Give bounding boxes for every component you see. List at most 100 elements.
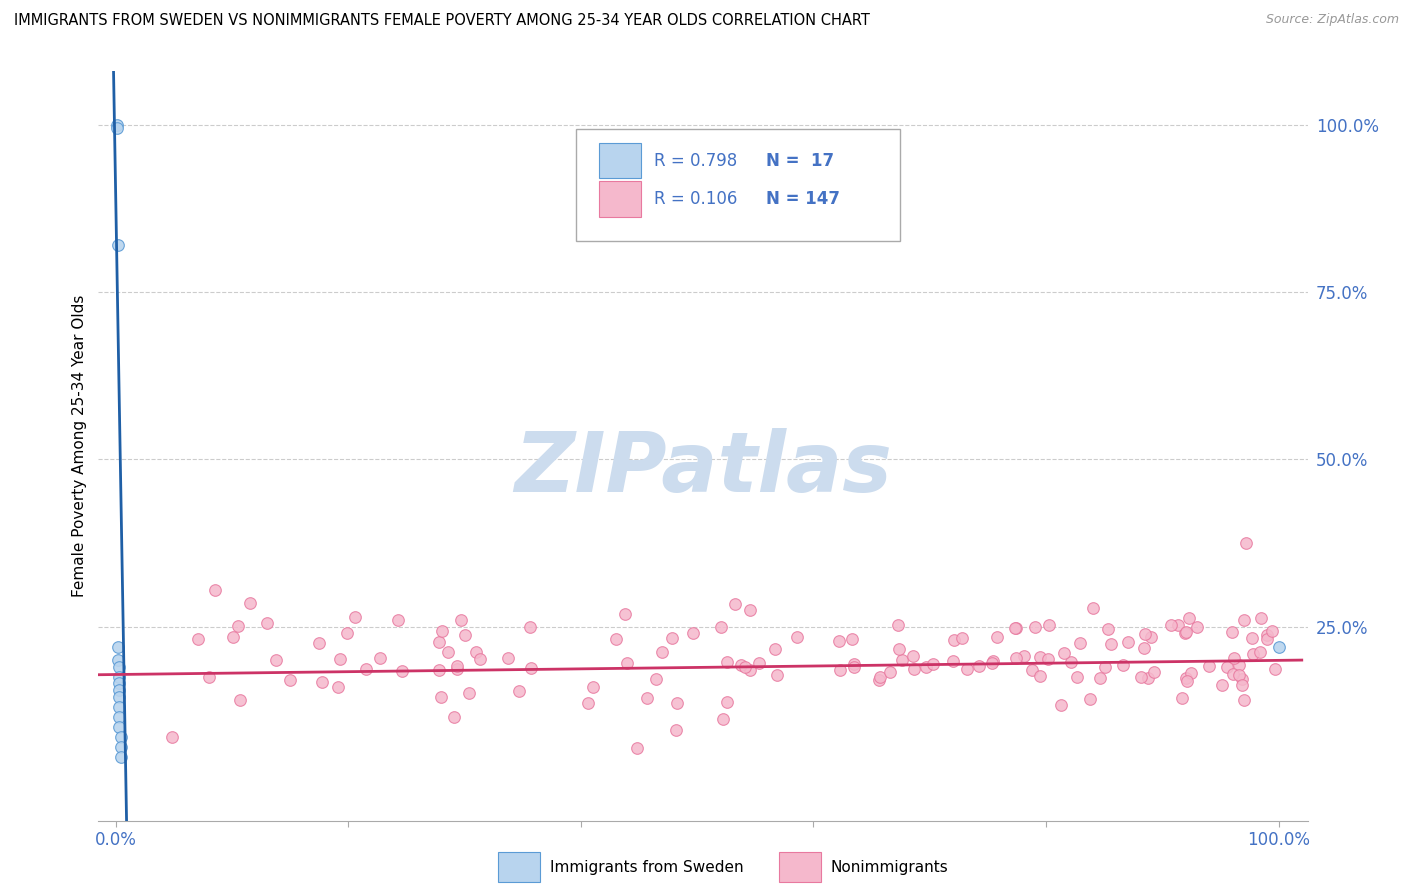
Point [519, 619, 541, 633]
Point [1250, 610, 1272, 624]
Point [229, 693, 252, 707]
Point [1175, 624, 1198, 639]
Point [665, 696, 688, 710]
Point [107, 238, 129, 252]
Point [665, 723, 688, 738]
Point [915, 660, 938, 674]
Point [308, 636, 330, 650]
Point [682, 625, 704, 640]
Point [105, 121, 128, 136]
Point [1256, 628, 1278, 642]
Y-axis label: Female Poverty Among 25-34 Year Olds: Female Poverty Among 25-34 Year Olds [72, 295, 87, 597]
Point [1232, 672, 1254, 686]
Text: Nonimmigrants: Nonimmigrants [831, 860, 949, 874]
Point [738, 663, 761, 677]
Point [108, 710, 131, 724]
Point [716, 695, 738, 709]
Point [724, 597, 747, 611]
Point [950, 631, 973, 645]
Point [1222, 667, 1244, 681]
Point [520, 661, 543, 675]
Point [887, 617, 910, 632]
Point [636, 691, 658, 706]
Point [391, 664, 413, 678]
Point [328, 680, 350, 694]
Point [1137, 671, 1160, 685]
Point [1211, 678, 1233, 692]
Point [1220, 624, 1243, 639]
Point [465, 645, 488, 659]
Point [1112, 657, 1135, 672]
Point [986, 631, 1008, 645]
Point [108, 720, 131, 734]
Text: Immigrants from Sweden: Immigrants from Sweden [550, 860, 744, 874]
Point [1256, 632, 1278, 647]
Point [1167, 617, 1189, 632]
Point [1185, 619, 1208, 633]
Point [264, 653, 287, 667]
Point [887, 642, 910, 657]
Point [108, 683, 131, 698]
Point [107, 640, 129, 654]
Point [160, 730, 183, 744]
Point [1029, 649, 1052, 664]
Text: Source: ZipAtlas.com: Source: ZipAtlas.com [1265, 13, 1399, 27]
Point [1129, 670, 1152, 684]
Point [343, 610, 366, 624]
Point [661, 631, 683, 645]
Point [1174, 671, 1197, 685]
Point [1024, 620, 1046, 634]
Point [605, 632, 627, 646]
Point [1036, 652, 1059, 666]
Point [1097, 622, 1119, 636]
Point [239, 596, 262, 610]
Point [842, 657, 865, 671]
Point [1178, 611, 1201, 625]
Text: IMMIGRANTS FROM SWEDEN VS NONIMMIGRANTS FEMALE POVERTY AMONG 25-34 YEAR OLDS COR: IMMIGRANTS FROM SWEDEN VS NONIMMIGRANTS … [14, 13, 870, 29]
Point [581, 680, 603, 694]
Point [468, 652, 491, 666]
Text: ZIPatlas: ZIPatlas [515, 428, 891, 509]
Point [1171, 691, 1194, 706]
Point [1223, 651, 1246, 665]
Point [1227, 657, 1250, 672]
Point [1066, 670, 1088, 684]
Point [1198, 659, 1220, 673]
Point [828, 663, 851, 677]
Point [981, 656, 1004, 670]
Point [187, 632, 209, 647]
Point [368, 651, 391, 665]
Point [1004, 621, 1026, 635]
Point [614, 607, 637, 622]
Point [1094, 660, 1116, 674]
Point [454, 628, 477, 642]
Point [1028, 668, 1050, 682]
Point [901, 648, 924, 663]
Point [879, 665, 901, 679]
Point [828, 633, 851, 648]
Point [1233, 692, 1256, 706]
Text: R = 0.798: R = 0.798 [654, 152, 737, 169]
Point [716, 655, 738, 669]
Point [110, 750, 132, 764]
Point [841, 632, 863, 647]
Point [730, 658, 752, 673]
Point [1004, 621, 1026, 635]
Point [786, 630, 808, 644]
Point [1241, 647, 1264, 661]
Point [110, 730, 132, 744]
Point [922, 657, 945, 671]
Point [222, 630, 245, 644]
Point [1175, 674, 1198, 689]
Point [336, 626, 359, 640]
Point [226, 619, 249, 633]
Point [204, 582, 226, 597]
Point [1143, 665, 1166, 679]
Point [107, 653, 129, 667]
Point [1234, 536, 1257, 550]
Point [740, 602, 762, 616]
Point [1140, 630, 1163, 644]
Point [1021, 663, 1043, 677]
Point [1261, 624, 1284, 638]
Point [1174, 626, 1197, 640]
